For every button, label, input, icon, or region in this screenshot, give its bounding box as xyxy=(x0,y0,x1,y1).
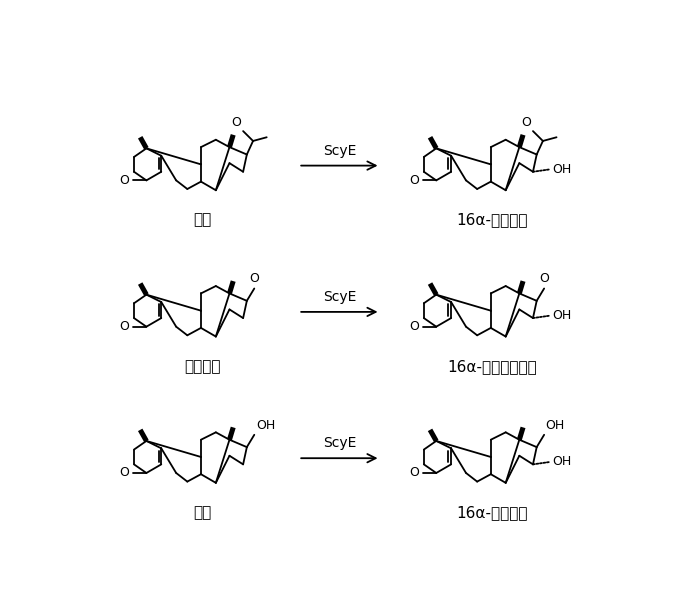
Text: 16α-羟基睢酮: 16α-羟基睢酮 xyxy=(456,505,528,520)
Text: OH: OH xyxy=(546,420,565,432)
Text: O: O xyxy=(119,467,129,479)
Text: 16α-羟基雄烯二酮: 16α-羟基雄烯二酮 xyxy=(447,359,537,374)
Text: OH: OH xyxy=(256,420,275,432)
Text: O: O xyxy=(522,116,531,129)
Text: 孕酮: 孕酮 xyxy=(193,212,211,228)
Text: 睢酮: 睢酮 xyxy=(193,505,211,520)
Text: ScyE: ScyE xyxy=(323,437,356,451)
Text: ScyE: ScyE xyxy=(323,290,356,304)
Text: OH: OH xyxy=(552,456,571,468)
Text: O: O xyxy=(232,116,242,129)
Text: O: O xyxy=(119,174,129,187)
Text: 16α-羟基孕酮: 16α-羟基孕酮 xyxy=(456,212,528,228)
Text: O: O xyxy=(249,273,259,285)
Text: O: O xyxy=(409,320,419,333)
Text: ScyE: ScyE xyxy=(323,144,356,158)
Text: OH: OH xyxy=(552,309,571,322)
Text: OH: OH xyxy=(552,163,571,176)
Text: O: O xyxy=(409,174,419,187)
Text: O: O xyxy=(409,467,419,479)
Text: 雄烯二酮: 雄烯二酮 xyxy=(184,359,220,374)
Text: O: O xyxy=(539,273,549,285)
Text: O: O xyxy=(119,320,129,333)
